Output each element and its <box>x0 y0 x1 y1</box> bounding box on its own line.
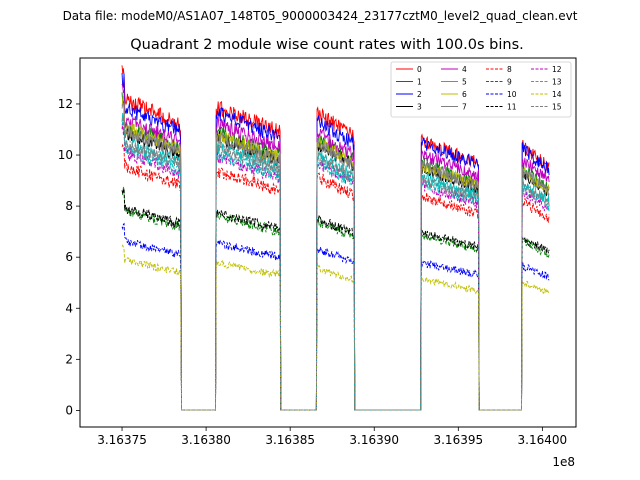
series-line-10 <box>121 222 550 411</box>
legend-label-14: 14 <box>552 90 562 99</box>
legend-label-6: 6 <box>462 90 467 99</box>
series-line-2 <box>121 73 550 411</box>
series-line-9 <box>121 186 550 411</box>
legend-label-4: 4 <box>462 65 467 74</box>
y-tick-label: 10 <box>58 148 73 162</box>
x-tick-label: 3.16390 <box>349 433 399 447</box>
legend-label-3: 3 <box>417 103 422 112</box>
legend-label-1: 1 <box>417 78 422 87</box>
legend-label-7: 7 <box>462 103 467 112</box>
file-label: Data file: modeM0/AS1A07_148T05_90000034… <box>63 9 578 23</box>
y-tick-label: 12 <box>58 97 73 111</box>
legend-label-12: 12 <box>552 65 562 74</box>
y-tick-label: 4 <box>65 301 73 315</box>
series-line-8 <box>121 143 550 411</box>
y-axis: 0 2 4 6 8 10 12 <box>58 97 80 417</box>
legend-label-15: 15 <box>552 103 562 112</box>
x-tick-label: 3.16385 <box>265 433 315 447</box>
legend-label-9: 9 <box>507 78 512 87</box>
series-line-14 <box>121 244 550 411</box>
y-tick-label: 6 <box>65 250 73 264</box>
legend-label-0: 0 <box>417 65 422 74</box>
series-line-11 <box>121 188 550 411</box>
y-tick-label: 0 <box>65 403 73 417</box>
y-tick-label: 8 <box>65 199 73 213</box>
y-tick-label: 2 <box>65 352 73 366</box>
chart-title: Quadrant 2 module wise count rates with … <box>130 37 524 53</box>
plot-frame <box>79 57 577 428</box>
x-tick-label: 3.16395 <box>433 433 483 447</box>
legend-label-11: 11 <box>507 103 517 112</box>
series-line-1 <box>121 92 550 411</box>
x-axis: 3.16375 3.16380 3.16385 3.16390 3.16395 3.164… <box>97 427 567 447</box>
legend-label-13: 13 <box>552 78 562 87</box>
x-tick-label: 3.16375 <box>97 433 147 447</box>
x-tick-label: 3.16400 <box>518 433 568 447</box>
legend-label-8: 8 <box>507 65 512 74</box>
x-offset-label: 1e8 <box>552 455 575 469</box>
series-layer <box>121 65 550 411</box>
legend-label-2: 2 <box>417 90 422 99</box>
legend-label-5: 5 <box>462 78 467 87</box>
series-line-15 <box>121 113 550 411</box>
x-tick-label: 3.16380 <box>181 433 231 447</box>
legend-label-10: 10 <box>507 90 517 99</box>
legend-box <box>390 61 572 118</box>
